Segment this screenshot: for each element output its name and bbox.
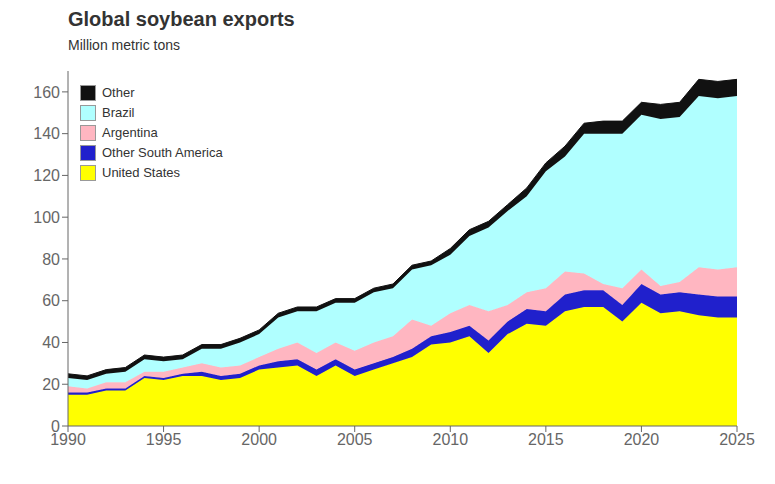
svg-text:140: 140 — [33, 125, 60, 142]
html-text:Argentina: Argentina — [102, 125, 158, 140]
svg-text:160: 160 — [33, 84, 60, 101]
svg-text:2005: 2005 — [337, 431, 373, 448]
svg-text:120: 120 — [33, 167, 60, 184]
svg-text:2025: 2025 — [719, 431, 755, 448]
html-text:Brazil: Brazil — [102, 105, 135, 120]
svg-text:2020: 2020 — [624, 431, 660, 448]
html-text:Other South America: Other South America — [102, 145, 223, 160]
svg-text:0: 0 — [51, 418, 60, 435]
html-text:Other: Other — [102, 85, 135, 100]
html-text:United States: United States — [102, 165, 180, 180]
svg-text:40: 40 — [42, 334, 60, 351]
svg-text:60: 60 — [42, 292, 60, 309]
svg-text:1990: 1990 — [50, 431, 86, 449]
svg-text:20: 20 — [42, 376, 60, 393]
svg-text:2000: 2000 — [241, 431, 277, 448]
html-text:Million metric tons: Million metric tons — [68, 37, 180, 53]
svg-text:100: 100 — [33, 209, 60, 226]
svg-text:2015: 2015 — [528, 431, 564, 448]
svg-text:2010: 2010 — [432, 431, 468, 448]
svg-text:80: 80 — [42, 251, 60, 268]
html-text:Global soybean exports: Global soybean exports — [68, 8, 295, 30]
svg-text:1995: 1995 — [146, 431, 182, 448]
